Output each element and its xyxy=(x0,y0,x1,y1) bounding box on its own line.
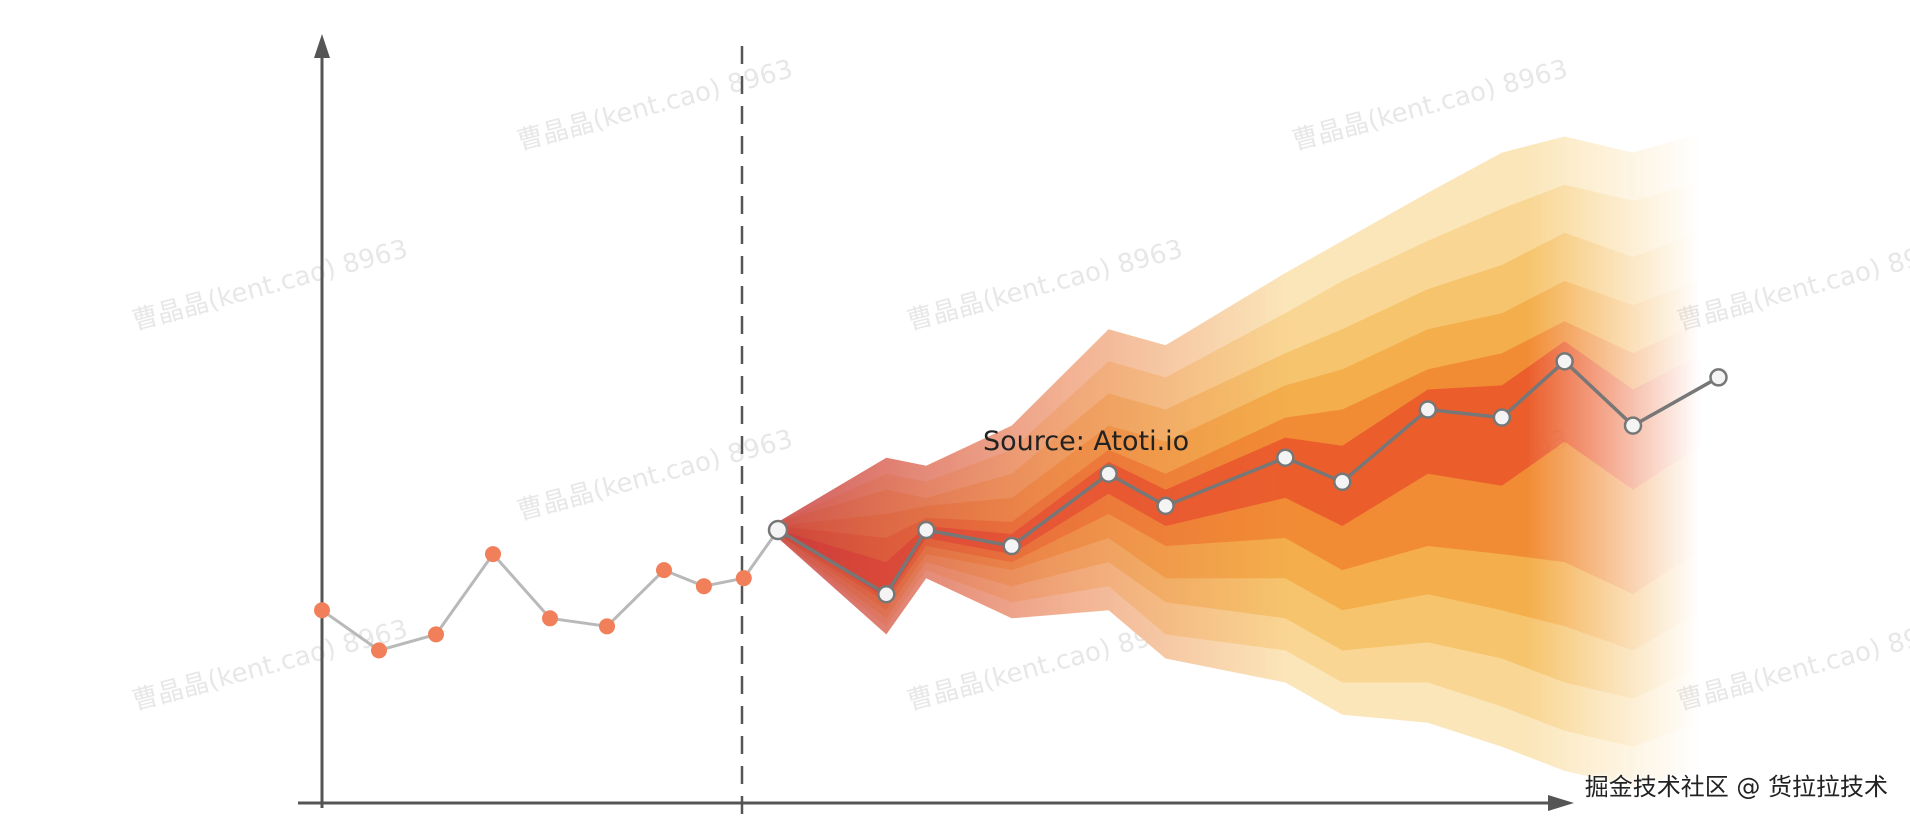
forecast-point xyxy=(1709,368,1728,387)
source-annotation: Source: Atoti.io xyxy=(983,426,1189,457)
historical-point xyxy=(371,642,387,659)
watermark-text: 曹晶晶(kent.cao) 8963 xyxy=(129,614,411,716)
x-axis-arrow xyxy=(1548,795,1574,811)
historical-point xyxy=(599,618,615,635)
forecast-point xyxy=(1555,352,1574,371)
historical-point xyxy=(695,578,712,595)
axes xyxy=(298,34,1574,824)
credit-text: 掘金技术社区 @ 货拉拉技术 xyxy=(1584,773,1888,801)
forecast-origin-point xyxy=(767,519,789,541)
forecast-point xyxy=(1333,472,1352,492)
watermark-text: 曹晶晶(kent.cao) 8963 xyxy=(904,234,1186,336)
forecast-point xyxy=(1418,400,1438,419)
historical-point xyxy=(314,602,330,619)
historical-point xyxy=(656,562,672,579)
watermark-text: 曹晶晶(kent.cao) 8963 xyxy=(514,424,796,526)
watermark-text: 曹晶晶(kent.cao) 8963 xyxy=(1289,54,1571,156)
forecast-point xyxy=(1156,496,1175,516)
historical-point xyxy=(735,570,752,587)
historical-point xyxy=(428,626,444,643)
fan-red-tint xyxy=(778,128,1719,787)
forecast-point xyxy=(877,584,896,604)
forecast-point xyxy=(916,520,936,540)
forecast-point xyxy=(1492,408,1512,427)
historical-point xyxy=(542,610,558,627)
watermark-text: 曹晶晶(kent.cao) 8963 xyxy=(514,54,796,156)
y-axis-arrow xyxy=(314,34,330,58)
forecast-point xyxy=(1623,416,1643,435)
historical-point xyxy=(485,546,501,563)
series-layer xyxy=(314,352,1728,659)
forecast-point xyxy=(1099,464,1118,484)
watermark-text: 曹晶晶(kent.cao) 8963 xyxy=(129,234,411,336)
forecast-fan-bands xyxy=(778,128,1719,787)
forecast-point xyxy=(1276,448,1295,467)
forecast-point xyxy=(1002,536,1021,556)
historical-series-line xyxy=(321,529,780,652)
